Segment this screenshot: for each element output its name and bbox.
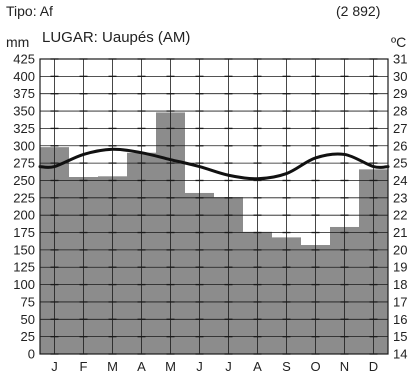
right-tick-label: 22	[393, 208, 407, 223]
left-tick-label: 50	[21, 312, 35, 327]
left-tick-label: 350	[13, 104, 35, 119]
location-title: LUGAR: Uaupés (AM)	[42, 29, 191, 46]
left-tick-label: 100	[13, 277, 35, 292]
right-tick-label: 21	[393, 225, 407, 240]
right-tick-label: 19	[393, 260, 407, 275]
right-axis-ticks: 31 30 29 28 27 26 25 24 23 22 21 20 19 18 17 16 15 14	[393, 52, 407, 362]
left-tick-label: 150	[13, 242, 35, 257]
left-tick-label: 275	[13, 156, 35, 171]
right-tick-label: 28	[393, 104, 407, 119]
month-label: S	[282, 359, 291, 374]
precipitation-bars	[40, 112, 388, 355]
right-tick-label: 27	[393, 121, 407, 136]
right-tick-label: 30	[393, 69, 407, 84]
month-label: O	[310, 359, 320, 374]
month-label: J	[225, 359, 232, 374]
left-tick-label: 200	[13, 208, 35, 223]
month-label: A	[137, 359, 146, 374]
right-tick-label: 18	[393, 277, 407, 292]
right-tick-label: 14	[393, 347, 407, 362]
left-tick-label: 300	[13, 138, 35, 153]
right-tick-label: 24	[393, 173, 407, 188]
right-tick-label: 25	[393, 156, 407, 171]
left-tick-label: 175	[13, 225, 35, 240]
left-axis-unit: mm	[6, 34, 30, 50]
grid-cross-marks	[50, 58, 378, 355]
right-tick-label: 23	[393, 190, 407, 205]
right-tick-label: 17	[393, 294, 407, 309]
left-tick-label: 325	[13, 121, 35, 136]
left-tick-label: 375	[13, 86, 35, 101]
left-tick-label: 0	[28, 347, 35, 362]
right-tick-label: 26	[393, 138, 407, 153]
plot-frame	[39, 58, 389, 355]
month-label: J	[51, 359, 58, 374]
left-tick-label: 125	[13, 260, 35, 275]
right-tick-label: 15	[393, 329, 407, 344]
right-tick-label: 31	[393, 52, 407, 67]
left-tick-label: 75	[21, 294, 35, 309]
left-tick-label: 25	[21, 329, 35, 344]
temperature-line	[38, 147, 390, 181]
month-label: M	[107, 359, 118, 374]
annual-total-label: (2 892)	[336, 3, 381, 19]
right-tick-label: 29	[393, 86, 407, 101]
left-axis-ticks: 4254003753503253002752502252001751501251…	[13, 52, 35, 362]
month-label: J	[196, 359, 203, 374]
right-tick-label: 16	[393, 312, 407, 327]
climate-type-label: Tipo: Af	[6, 3, 53, 19]
month-label: A	[253, 359, 262, 374]
left-tick-label: 400	[13, 69, 35, 84]
month-label: D	[369, 359, 378, 374]
left-tick-label: 425	[13, 52, 35, 67]
temperature-line-group	[38, 147, 390, 181]
month-label: F	[80, 359, 88, 374]
month-label: N	[340, 359, 349, 374]
left-tick-label: 250	[13, 173, 35, 188]
right-axis-unit: ºC	[391, 34, 407, 50]
left-tick-label: 225	[13, 190, 35, 205]
month-label: M	[165, 359, 176, 374]
right-tick-label: 20	[393, 242, 407, 257]
